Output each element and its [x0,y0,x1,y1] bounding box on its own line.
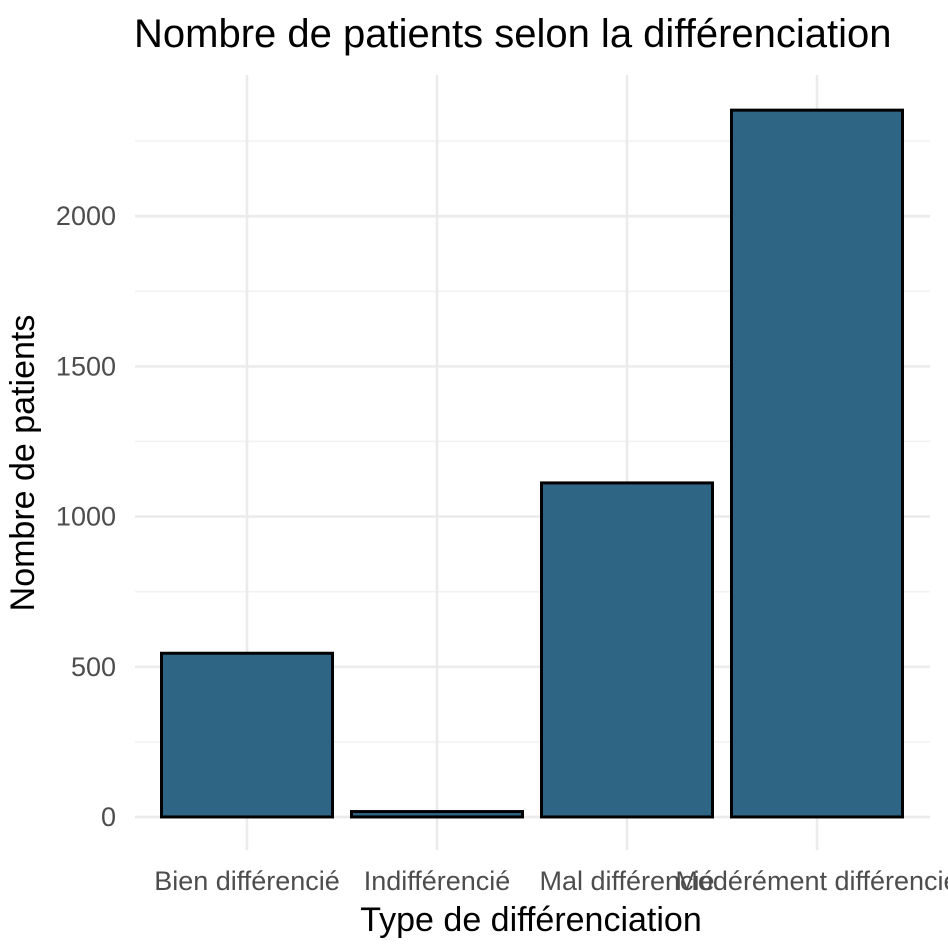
y-tick-label: 0 [101,802,116,832]
y-tick-label: 2000 [56,201,116,231]
chart-title: Nombre de patients selon la différenciat… [134,12,892,56]
bar [540,481,714,819]
y-tick-label: 1500 [56,351,116,381]
bar [350,810,524,819]
x-tick-label: Indifférencié [364,866,511,896]
x-axis-title: Type de différenciation [360,901,702,939]
x-tick-label: Modérément différencié [675,866,948,896]
bar [160,651,334,819]
y-axis-tick-labels: 0 500 1000 1500 2000 [56,201,116,832]
x-tick-label: Bien différencié [154,866,340,896]
y-axis-title: Nombre de patients [4,315,42,612]
bars [160,108,904,819]
y-tick-label: 500 [71,652,116,682]
x-tick-label: Mal différencié [539,866,714,896]
y-tick-label: 1000 [56,502,116,532]
x-axis-tick-labels: Bien différencié Indifférencié Mal différe… [154,866,948,896]
bar [730,108,904,819]
